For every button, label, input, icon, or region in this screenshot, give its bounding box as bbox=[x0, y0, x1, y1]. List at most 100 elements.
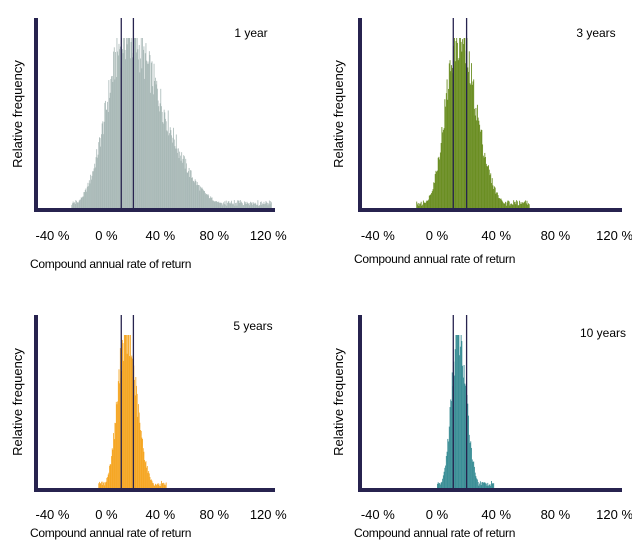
histogram-bar bbox=[231, 200, 232, 209]
histogram-bar bbox=[219, 202, 221, 209]
histogram-bar bbox=[489, 175, 491, 209]
histogram-bar bbox=[123, 38, 125, 209]
histogram-bar bbox=[125, 38, 127, 209]
histogram-bar bbox=[450, 71, 452, 209]
histogram-bar bbox=[212, 200, 214, 209]
histogram-bar bbox=[115, 52, 117, 209]
histogram-bar bbox=[485, 163, 487, 209]
histogram-bar bbox=[493, 188, 495, 209]
histogram-bar bbox=[171, 142, 173, 209]
histogram-bar bbox=[500, 198, 502, 209]
histogram-bar bbox=[109, 97, 110, 209]
histogram-bar bbox=[119, 49, 121, 210]
histogram-bar bbox=[197, 184, 199, 209]
histogram-bar bbox=[111, 456, 112, 489]
histogram-bar bbox=[520, 202, 522, 209]
histogram-bar bbox=[417, 204, 418, 209]
histogram-bar bbox=[160, 88, 162, 209]
histogram-bar bbox=[254, 203, 255, 209]
histogram-bar bbox=[198, 185, 199, 209]
histogram-bar bbox=[451, 372, 453, 489]
histogram-bar bbox=[472, 81, 474, 209]
histogram-bar bbox=[253, 203, 255, 209]
histogram-bar bbox=[479, 131, 481, 209]
histogram-bar bbox=[211, 197, 213, 209]
histogram-bar bbox=[112, 81, 114, 209]
histogram-bar bbox=[195, 180, 197, 209]
x-tick-label: 120 % bbox=[250, 507, 287, 522]
histogram-bar bbox=[165, 485, 166, 489]
histogram-bar bbox=[509, 205, 511, 209]
histogram-bar bbox=[114, 422, 116, 489]
histogram-bar bbox=[116, 404, 118, 489]
histogram-bar bbox=[199, 190, 201, 209]
histogram-bar bbox=[243, 201, 245, 209]
histogram-bar bbox=[171, 135, 172, 209]
histogram-bar bbox=[261, 205, 263, 209]
histogram-bar bbox=[176, 148, 178, 209]
histogram-bar bbox=[190, 170, 192, 209]
y-axis-label: Relative frequency bbox=[331, 348, 346, 456]
histogram-bar bbox=[503, 203, 505, 209]
histogram-bar bbox=[494, 187, 496, 209]
histogram-bar bbox=[134, 38, 136, 209]
histogram-bar bbox=[459, 38, 461, 209]
histogram-bar bbox=[519, 200, 521, 209]
histogram-bar bbox=[232, 203, 234, 209]
histogram-bar bbox=[429, 195, 431, 209]
histogram-bar bbox=[152, 482, 154, 489]
histogram-bar bbox=[82, 196, 83, 209]
histogram-bar bbox=[208, 198, 210, 209]
histogram-bar bbox=[478, 485, 480, 489]
histogram-bar bbox=[154, 485, 156, 489]
histogram-bar bbox=[88, 180, 90, 209]
histogram-bar bbox=[208, 195, 210, 209]
histogram-bar bbox=[73, 202, 75, 209]
histogram-bar bbox=[84, 192, 85, 209]
histogram-bar bbox=[101, 134, 102, 209]
histogram-bar bbox=[95, 157, 97, 209]
histogram-bar bbox=[187, 172, 189, 209]
histogram-bar bbox=[493, 483, 495, 489]
histogram-bar bbox=[192, 180, 194, 209]
histogram-bar bbox=[151, 61, 153, 210]
histogram-bar bbox=[525, 203, 527, 209]
histogram-bar bbox=[268, 203, 270, 209]
histogram-bar bbox=[79, 199, 81, 209]
histogram-bar bbox=[428, 195, 430, 209]
histogram-bar bbox=[247, 203, 249, 209]
histogram-bar bbox=[445, 456, 447, 489]
histogram-bar bbox=[487, 166, 489, 209]
histogram-bar bbox=[163, 485, 165, 489]
chart-panel-1: -40 % 0 % 40 % 80 % 120 % 1 year Compound annu… bbox=[10, 18, 287, 271]
histogram-bar bbox=[204, 192, 206, 209]
histogram-bar bbox=[159, 103, 161, 209]
histogram-bar bbox=[138, 412, 140, 489]
histogram-bar bbox=[474, 466, 475, 489]
histogram-bar bbox=[227, 202, 228, 209]
histogram-bar bbox=[477, 117, 479, 209]
histogram-bar bbox=[156, 485, 158, 489]
histogram-bar bbox=[471, 459, 473, 489]
histogram-bar bbox=[512, 205, 514, 209]
histogram-bar bbox=[177, 152, 179, 209]
histogram-bar bbox=[155, 84, 157, 209]
histogram-bar bbox=[128, 38, 130, 209]
histogram-bar bbox=[126, 44, 128, 209]
histogram-bar bbox=[115, 401, 117, 489]
histogram-bar bbox=[528, 203, 529, 209]
histogram-bar bbox=[119, 46, 121, 209]
histogram-bar bbox=[161, 111, 163, 209]
histogram-bar bbox=[459, 355, 461, 489]
histogram-bar bbox=[104, 485, 106, 489]
histogram-bar bbox=[489, 484, 491, 489]
histogram-bar bbox=[210, 197, 212, 209]
chart-panel-4: -40 % 0 % 40 % 80 % 120 % 10 years Compound an… bbox=[331, 315, 632, 540]
histogram-bar bbox=[421, 205, 423, 209]
x-tick-label: 80 % bbox=[199, 507, 229, 522]
histogram-bar bbox=[165, 121, 167, 209]
histogram-bar bbox=[441, 481, 443, 489]
y-axis-label: Relative frequency bbox=[10, 60, 25, 168]
x-tick-label: 0 % bbox=[95, 507, 118, 522]
histogram-bar bbox=[94, 163, 96, 209]
